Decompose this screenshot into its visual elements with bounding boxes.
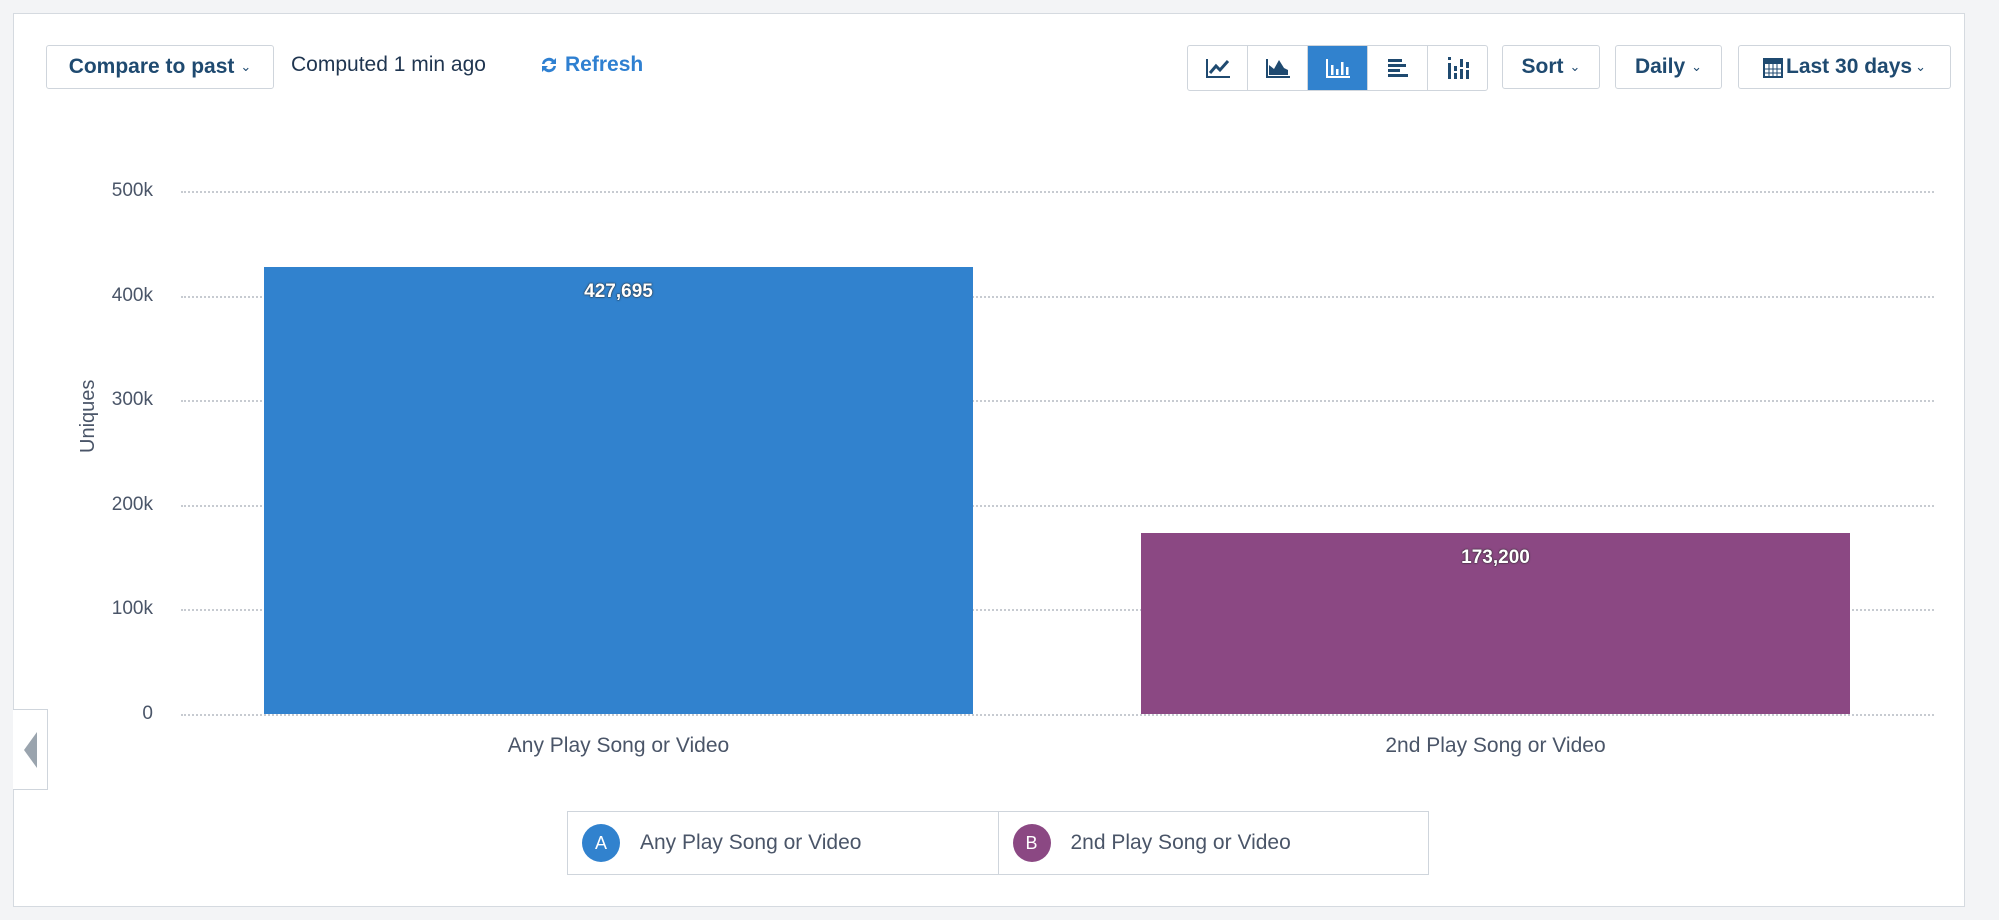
- chevron-down-icon: ⌄: [240, 59, 252, 74]
- y-tick-label: 500k: [111, 180, 153, 201]
- horizontal-bar-icon: [1387, 59, 1408, 77]
- x-tick-label: Any Play Song or Video: [507, 734, 730, 757]
- bar[interactable]: [1141, 532, 1850, 714]
- gridline: [181, 191, 1934, 193]
- computed-status: Computed 1 min ago: [291, 53, 486, 76]
- line-chart-icon: [1205, 59, 1230, 78]
- legend-item-b[interactable]: B 2nd Play Song or Video: [997, 812, 1429, 874]
- data-label: 427,695: [584, 280, 653, 302]
- y-tick-label: 300k: [111, 389, 153, 411]
- legend-label: Any Play Song or Video: [640, 831, 862, 854]
- compare-to-past-dropdown[interactable]: Compare to past ⌄: [46, 45, 274, 89]
- y-tick-label: 400k: [111, 284, 153, 306]
- legend: A Any Play Song or Video B 2nd Play Song o…: [567, 811, 1429, 875]
- legend-badge: A: [582, 824, 620, 862]
- collapse-panel-button[interactable]: [13, 709, 48, 790]
- legend-item-a[interactable]: A Any Play Song or Video: [568, 812, 998, 874]
- y-axis-label: Uniques: [77, 379, 99, 453]
- caret-left-icon: [24, 731, 37, 768]
- date-range-dropdown[interactable]: Last 30 days ⌄: [1738, 45, 1951, 89]
- refresh-icon: [542, 57, 556, 73]
- calendar-icon: [1763, 58, 1783, 78]
- sort-dropdown[interactable]: Sort ⌄: [1502, 45, 1600, 89]
- refresh-button[interactable]: Refresh: [539, 53, 643, 77]
- compare-label: Compare to past: [68, 55, 235, 78]
- interval-label: Daily: [1634, 55, 1686, 78]
- refresh-label: Refresh: [565, 53, 644, 76]
- interval-dropdown[interactable]: Daily ⌄: [1615, 45, 1722, 89]
- y-tick-label: 200k: [111, 493, 153, 515]
- legend-badge: B: [1012, 824, 1051, 862]
- y-tick-label: 0: [142, 703, 153, 724]
- y-tick-label: 100k: [111, 598, 153, 620]
- area-chart-icon: [1265, 59, 1290, 78]
- bar[interactable]: [264, 266, 973, 714]
- sort-label: Sort: [1521, 55, 1564, 78]
- gridline: [181, 295, 1934, 298]
- bar-chart-button[interactable]: [1308, 46, 1368, 90]
- x-tick-label: 2nd Play Song or Video: [1385, 734, 1606, 757]
- bar-chart-icon: [1325, 59, 1350, 78]
- area-chart-button[interactable]: [1248, 46, 1308, 90]
- horizontal-bar-button[interactable]: [1368, 46, 1428, 90]
- line-chart-button[interactable]: [1188, 46, 1248, 90]
- stacked-bar-button[interactable]: [1428, 46, 1487, 90]
- gridline: [181, 400, 1934, 403]
- chevron-down-icon: ⌄: [1569, 59, 1581, 74]
- date-range-label: Last 30 days: [1786, 55, 1913, 78]
- chevron-down-icon: ⌄: [1691, 59, 1703, 74]
- stacked-bar-icon: [1447, 57, 1469, 79]
- gridline: [181, 609, 1934, 612]
- chart-type-group: [1187, 45, 1488, 91]
- gridline: [181, 714, 1934, 716]
- gridline: [181, 504, 1934, 507]
- legend-label: 2nd Play Song or Video: [1070, 831, 1291, 854]
- data-label: 173,200: [1461, 546, 1530, 568]
- chevron-down-icon: ⌄: [1915, 59, 1926, 74]
